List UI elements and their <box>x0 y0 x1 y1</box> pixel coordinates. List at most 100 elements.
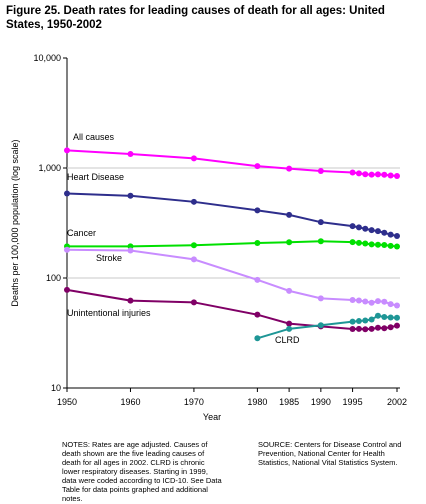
data-point <box>254 207 261 214</box>
data-point <box>127 192 134 199</box>
y-tick-label: 100 <box>46 273 61 283</box>
data-point <box>381 171 388 178</box>
data-point <box>355 224 362 231</box>
data-point <box>381 241 388 248</box>
data-point <box>64 190 70 197</box>
data-point <box>64 147 70 154</box>
series-label: Unintentional injuries <box>67 308 151 318</box>
data-point <box>355 239 362 246</box>
data-point <box>254 163 261 170</box>
data-point <box>349 239 356 246</box>
data-point <box>254 311 261 318</box>
data-point <box>387 172 394 179</box>
data-point <box>394 302 400 309</box>
data-point <box>374 228 381 235</box>
data-point <box>381 298 388 305</box>
series-label: Heart Disease <box>67 172 124 182</box>
y-tick-label: 10 <box>51 383 61 393</box>
data-point <box>317 219 324 226</box>
data-point <box>349 318 356 325</box>
data-point <box>349 325 356 332</box>
data-point <box>127 297 134 304</box>
x-tick-label: 1960 <box>120 397 140 407</box>
data-point <box>286 320 293 327</box>
data-point <box>368 325 375 332</box>
data-point <box>286 325 293 332</box>
data-point <box>387 242 394 249</box>
series-label: All causes <box>73 132 115 142</box>
x-tick-label: 1985 <box>279 397 299 407</box>
data-point <box>254 276 261 283</box>
x-axis-label: Year <box>203 412 221 422</box>
data-point <box>349 223 356 230</box>
x-tick-label: 1980 <box>247 397 267 407</box>
data-point <box>127 243 134 250</box>
x-tick-label: 1990 <box>311 397 331 407</box>
series-label: Stroke <box>96 253 122 263</box>
data-point <box>362 171 369 178</box>
y-axis-label: Deaths per 100,000 population (log scale… <box>10 139 20 306</box>
data-point <box>374 241 381 248</box>
data-point <box>374 298 381 305</box>
data-point <box>387 231 394 238</box>
data-point <box>368 171 375 178</box>
x-tick-label: 1995 <box>343 397 363 407</box>
data-point <box>387 314 394 321</box>
data-point <box>190 299 197 306</box>
data-point <box>368 227 375 234</box>
data-point <box>317 238 324 245</box>
data-point <box>355 297 362 304</box>
data-point <box>286 211 293 218</box>
data-point <box>362 326 369 333</box>
data-point <box>190 256 197 263</box>
data-point <box>190 242 197 249</box>
data-point <box>355 318 362 325</box>
data-point <box>349 296 356 303</box>
chart-title: Figure 25. Death rates for leading cause… <box>6 5 385 31</box>
data-point <box>362 225 369 232</box>
data-point <box>394 173 400 180</box>
data-point <box>387 301 394 308</box>
x-tick-label: 2002 <box>387 397 407 407</box>
data-point <box>381 325 388 332</box>
y-tick-label: 10,000 <box>33 53 61 63</box>
data-point <box>355 170 362 177</box>
series-line <box>66 192 398 237</box>
data-point <box>381 314 388 321</box>
data-point <box>362 240 369 247</box>
series-label: CLRD <box>275 335 300 345</box>
data-point <box>286 287 293 294</box>
data-point <box>387 324 394 331</box>
data-point <box>64 286 70 293</box>
chart: Year Deaths per 100,000 population (log … <box>10 53 407 422</box>
data-point <box>127 151 134 158</box>
series-label: Cancer <box>67 228 96 238</box>
data-point <box>362 298 369 305</box>
data-point <box>368 299 375 306</box>
source: SOURCE: Centers for Disease Control and … <box>258 440 402 467</box>
data-point <box>317 168 324 175</box>
data-point <box>394 233 400 240</box>
data-point <box>254 240 261 247</box>
data-point <box>349 169 356 176</box>
data-point <box>362 317 369 324</box>
data-point <box>190 155 197 162</box>
data-point <box>286 165 293 172</box>
data-point <box>374 312 381 319</box>
data-point <box>64 246 70 253</box>
x-tick-label: 1970 <box>184 397 204 407</box>
data-point <box>374 324 381 331</box>
data-point <box>381 229 388 236</box>
data-point <box>190 198 197 205</box>
data-point <box>368 241 375 248</box>
data-point <box>394 243 400 250</box>
y-tick-label: 1,000 <box>38 163 61 173</box>
data-point <box>374 171 381 178</box>
data-point <box>254 335 261 342</box>
x-tick-label: 1950 <box>57 397 77 407</box>
data-point <box>286 239 293 246</box>
series-line <box>67 240 398 248</box>
data-point <box>317 322 324 329</box>
data-point <box>368 316 375 323</box>
